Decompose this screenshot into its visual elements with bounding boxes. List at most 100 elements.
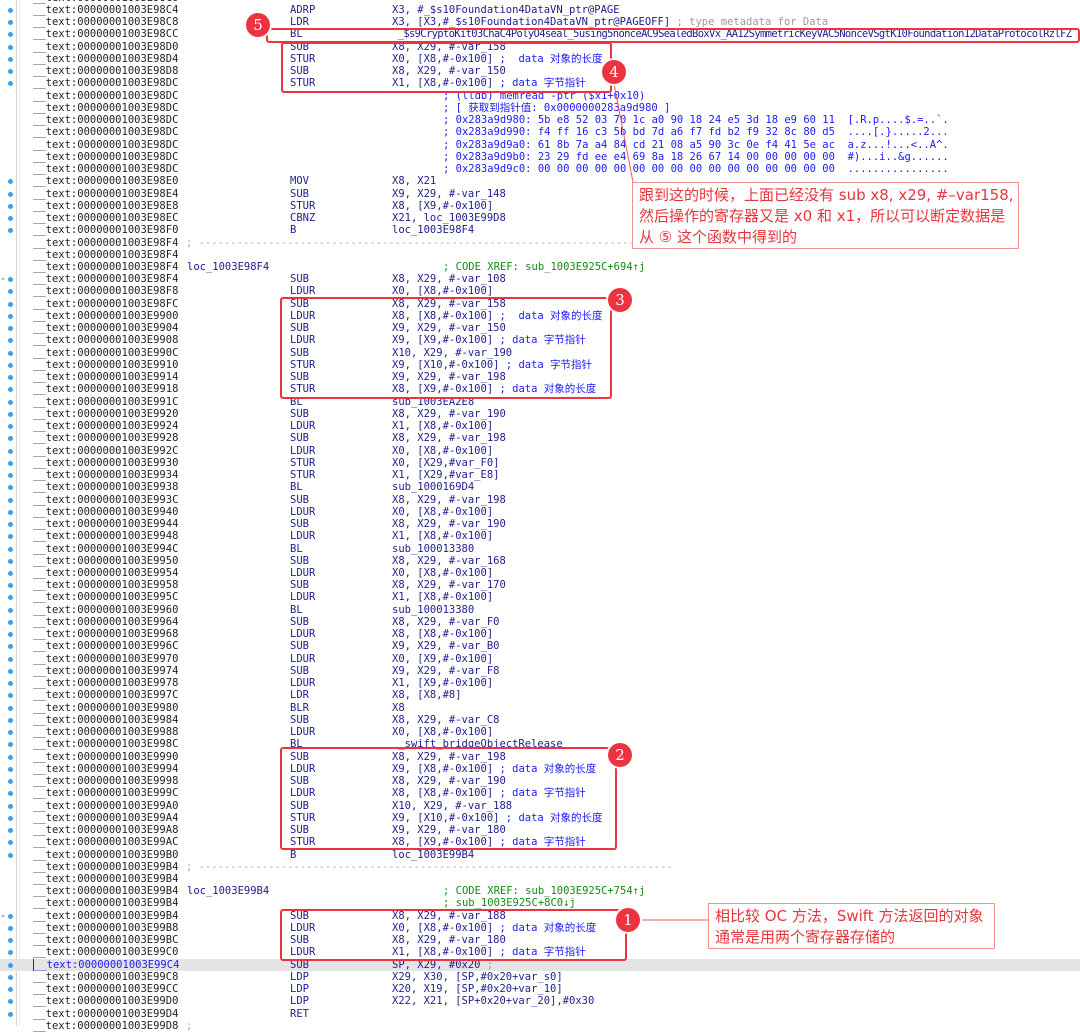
mnemonic[interactable]: STUR — [290, 199, 316, 212]
listing-line[interactable]: __text:00000001003E990C SUB X10, X29, #-va… — [0, 347, 1080, 359]
address[interactable]: __text:00000001003E99AC — [33, 836, 179, 849]
address[interactable]: __text:00000001003E9950 — [33, 554, 179, 567]
mnemonic[interactable]: STUR — [290, 456, 316, 469]
listing-line[interactable]: __text:00000001003E99A8 SUB X9, X29, #-var… — [0, 824, 1080, 836]
mnemonic[interactable]: BL — [290, 28, 303, 41]
operands[interactable]: X9, [X10,#-0x100] — [392, 811, 500, 824]
listing-line[interactable]: __text:00000001003E99B4 ; sub_1003E925C+8… — [0, 897, 1080, 909]
address[interactable]: __text:00000001003E99BC — [33, 934, 179, 947]
breakpoint-dot-icon[interactable] — [8, 509, 13, 515]
address[interactable]: __text:00000001003E997C — [33, 689, 179, 702]
breakpoint-dot-icon[interactable] — [8, 338, 13, 344]
listing-line[interactable]: __text:00000001003E99B8 LDUR X0, [X8,#-0x1… — [0, 922, 1080, 934]
operands[interactable]: X9, [X10,#-0x100] — [392, 358, 500, 371]
breakpoint-dot-icon[interactable] — [8, 607, 13, 613]
address[interactable]: __text:00000001003E9948 — [33, 530, 179, 543]
address[interactable]: __text:00000001003E99A0 — [33, 799, 179, 812]
address[interactable]: __text:00000001003E98F4 — [33, 236, 179, 249]
listing-line[interactable]: __text:00000001003E997C LDR X8, [X8,#8] — [0, 689, 1080, 701]
operands[interactable]: X9, X29, #-var_148 — [392, 187, 506, 200]
operands[interactable]: X0, [X8,#-0x100] — [392, 52, 494, 65]
listing-line[interactable]: __text:00000001003E993C SUB X8, X29, #-var… — [0, 494, 1080, 506]
mnemonic[interactable]: SUB — [290, 297, 309, 310]
listing-line[interactable]: __text:00000001003E9940 LDUR X0, [X8,#-0x1… — [0, 506, 1080, 518]
address[interactable]: __text:00000001003E98C0 — [33, 0, 178, 4]
operands[interactable]: X8, X29, #-var_158 — [392, 297, 506, 310]
mnemonic[interactable]: SUB — [290, 346, 309, 359]
mnemonic[interactable]: LDP — [290, 970, 309, 983]
address[interactable]: __text:00000001003E9940 — [33, 505, 179, 518]
breakpoint-dot-icon[interactable] — [8, 387, 13, 393]
breakpoint-dot-icon[interactable] — [8, 203, 13, 209]
mnemonic[interactable]: LDUR — [290, 444, 316, 457]
breakpoint-dot-icon[interactable] — [8, 852, 13, 858]
mnemonic[interactable]: SUB — [290, 322, 309, 335]
operands[interactable]: sub_100013380 — [392, 603, 475, 616]
address[interactable]: __text:00000001003E99CC — [33, 983, 179, 996]
address[interactable]: __text:00000001003E98DC — [33, 77, 179, 90]
breakpoint-dot-icon[interactable] — [8, 326, 13, 332]
listing-line[interactable]: __text:00000001003E9980 BLR X8 — [0, 702, 1080, 714]
mnemonic[interactable]: CBNZ — [290, 212, 316, 225]
listing-line[interactable]: __text:00000001003E98D8 SUB X8, X29, #-var… — [0, 65, 1080, 77]
address[interactable]: __text:00000001003E98F4 — [33, 260, 179, 273]
breakpoint-dot-icon[interactable] — [8, 399, 13, 405]
mnemonic[interactable]: LDR — [290, 16, 309, 29]
address[interactable]: __text:00000001003E992C — [33, 444, 179, 457]
mnemonic[interactable]: LDUR — [290, 726, 316, 739]
listing-line[interactable]: __text:00000001003E98DC ; 0x283a9d9a0: 61… — [0, 139, 1080, 151]
mnemonic[interactable]: SUB — [290, 640, 309, 653]
address[interactable]: __text:00000001003E9978 — [33, 677, 179, 690]
mnemonic[interactable]: LDP — [290, 995, 309, 1008]
operands[interactable]: X9, X29, #-var_198 — [392, 371, 506, 384]
operands[interactable]: X3, #_$s10Foundation4DataVN_ptr@PAGE — [392, 3, 620, 16]
operands[interactable]: X0, [X8,#-0x100] — [392, 726, 494, 739]
breakpoint-dot-icon[interactable] — [8, 644, 13, 650]
listing-line[interactable]: __text:00000001003E9964 SUB X8, X29, #-var… — [0, 616, 1080, 628]
breakpoint-dot-icon[interactable] — [8, 828, 13, 834]
listing-line[interactable]: __text:00000001003E98C0 — [0, 0, 1080, 4]
breakpoint-dot-icon[interactable] — [8, 693, 13, 699]
address[interactable]: __text:00000001003E98D8 — [33, 65, 179, 78]
breakpoint-dot-icon[interactable] — [8, 313, 13, 319]
operands[interactable]: _$s9CryptoKit03ChaC4PolyO4seal_5using5no… — [392, 28, 1072, 41]
listing-line[interactable]: __text:00000001003E9988 LDUR X0, [X8,#-0x1… — [0, 726, 1080, 738]
operands[interactable]: X8, [X9,#-0x100] — [392, 199, 494, 212]
mnemonic[interactable]: BL — [290, 603, 303, 616]
breakpoint-dot-icon[interactable] — [8, 619, 13, 625]
mnemonic[interactable]: LDUR — [290, 652, 316, 665]
mnemonic[interactable]: SUB — [290, 750, 309, 763]
mnemonic[interactable]: SUB — [290, 713, 309, 726]
listing-line[interactable]: __text:00000001003E9974 SUB X9, X29, #-var… — [0, 665, 1080, 677]
operands[interactable]: X9, [X9,#-0x100] — [392, 334, 494, 347]
breakpoint-dot-icon[interactable] — [8, 632, 13, 638]
address[interactable]: __text:00000001003E9904 — [33, 322, 179, 335]
listing-line[interactable]: __text:00000001003E98DC ; 0x283a9d9c0: 00… — [0, 163, 1080, 175]
mnemonic[interactable]: SUB — [290, 554, 309, 567]
breakpoint-dot-icon[interactable] — [8, 362, 13, 368]
address[interactable]: __text:00000001003E9934 — [33, 469, 179, 482]
listing-line[interactable]: __text:00000001003E98DC STUR X1, [X8,#-0x1… — [0, 77, 1080, 89]
address[interactable]: __text:00000001003E9930 — [33, 456, 179, 469]
operands[interactable]: X9, X29, #-var_B0 — [392, 640, 500, 653]
operands[interactable]: X8, X29, #-var_180 — [392, 934, 506, 947]
breakpoint-dot-icon[interactable] — [8, 803, 13, 809]
address[interactable]: __text:00000001003E98F4 — [33, 248, 179, 261]
operands[interactable]: X9, X29, #-var_F8 — [392, 664, 500, 677]
operands[interactable]: X8, X29, #-var_190 — [392, 775, 506, 788]
address[interactable]: __text:00000001003E99C0 — [33, 946, 179, 959]
address[interactable]: __text:00000001003E9964 — [33, 615, 179, 628]
breakpoint-dot-icon[interactable] — [8, 974, 13, 980]
listing-line[interactable]: __text:00000001003E99B4 — [0, 873, 1080, 885]
address[interactable]: __text:00000001003E98CC — [33, 28, 179, 41]
breakpoint-dot-icon[interactable] — [8, 999, 13, 1005]
operands[interactable]: X1, [X9,#-0x100] — [392, 677, 494, 690]
operands[interactable]: X20, X19, [SP,#0x20+var_10] — [392, 983, 563, 996]
mnemonic[interactable]: LDR — [290, 689, 309, 702]
operands[interactable]: X1, [X8,#-0x100] — [392, 591, 494, 604]
address[interactable]: __text:00000001003E99B4 — [33, 897, 179, 910]
address[interactable]: __text:00000001003E99B4 — [33, 885, 179, 898]
breakpoint-dot-icon[interactable] — [8, 558, 13, 564]
operands[interactable]: X8, X29, #-var_168 — [392, 554, 506, 567]
